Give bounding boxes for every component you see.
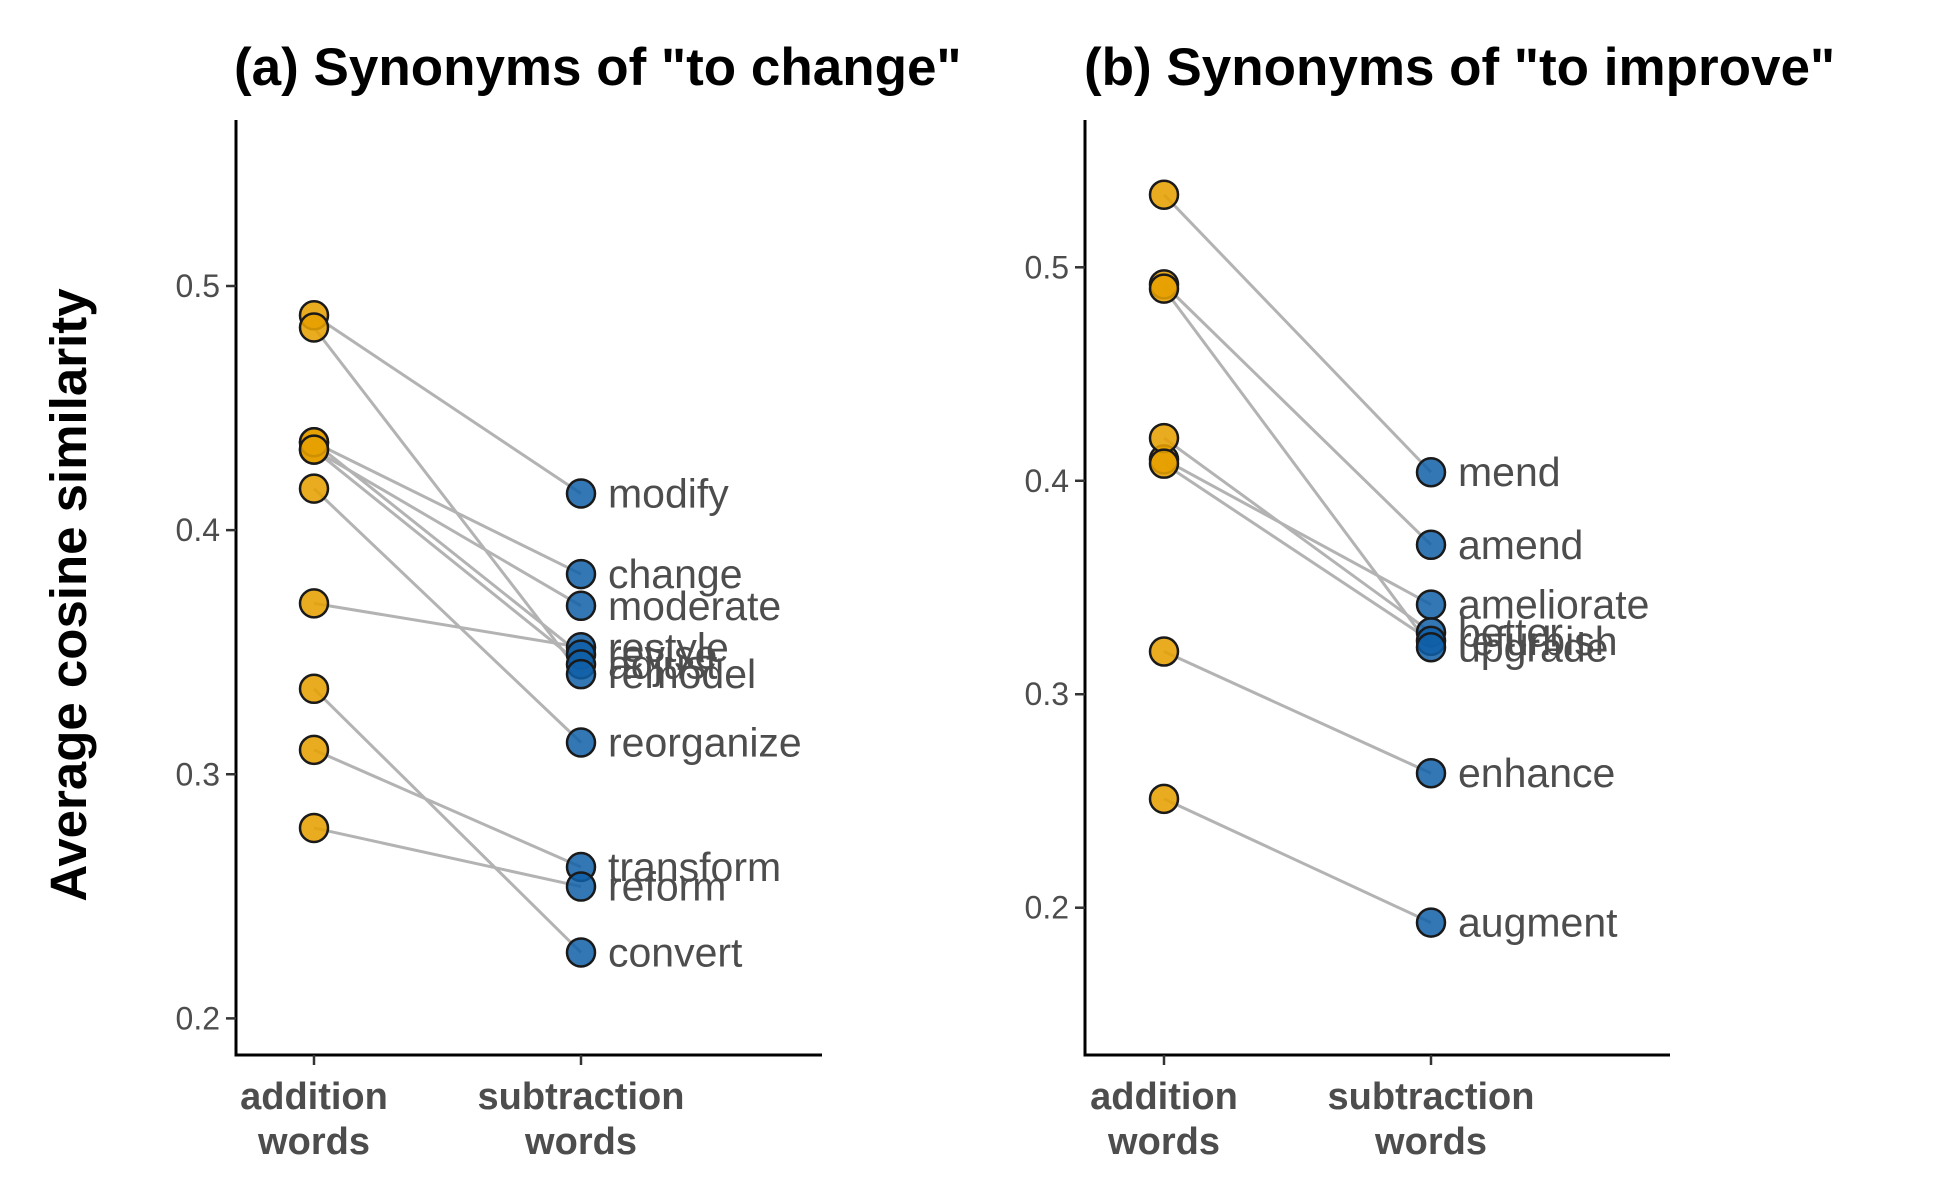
panel-title: (a) Synonyms of "to change" xyxy=(234,38,962,97)
subtraction-point-mend xyxy=(1415,456,1447,488)
link-line-amend xyxy=(1162,283,1433,546)
link-line-enhance xyxy=(1163,650,1432,775)
word-label-moderate: moderate xyxy=(608,583,781,629)
word-label-mend: mend xyxy=(1458,449,1561,495)
y-tick-label: 0.4 xyxy=(1025,463,1069,499)
link-line-refurbish xyxy=(1163,462,1432,643)
addition-point-remodel xyxy=(298,312,330,343)
subtraction-point-moderate xyxy=(565,590,597,622)
link-line-convert xyxy=(312,687,583,954)
addition-point-transform xyxy=(298,734,330,766)
x-tick-label: subtraction words xyxy=(478,1076,685,1163)
word-label-adjust: adjust xyxy=(608,641,718,687)
addition-point-upgrade xyxy=(1148,273,1180,304)
y-tick-label: 0.2 xyxy=(1025,890,1069,926)
link-line-modify xyxy=(313,314,582,495)
x-tick-label: addition words xyxy=(240,1076,388,1163)
link-line-ameliorate xyxy=(1163,458,1432,606)
link-line-better xyxy=(1163,436,1432,634)
link-line-adjust xyxy=(313,448,582,666)
addition-point-refurbish xyxy=(1148,448,1180,479)
link-line-remodel xyxy=(312,326,583,676)
addition-point-convert xyxy=(298,673,330,705)
panel-a: (a) Synonyms of "to change" 0.2 0.3 0.4 0.5 a… xyxy=(176,38,962,1163)
word-label-reorganize: reorganize xyxy=(608,720,802,766)
subtraction-point-upgrade xyxy=(1415,632,1447,663)
subtraction-point-convert xyxy=(565,937,597,968)
word-label-remodel: remodel xyxy=(608,651,756,697)
addition-point-reform xyxy=(298,812,330,844)
addition-point-mend xyxy=(1148,179,1180,210)
addition-point-reorganize xyxy=(298,473,330,504)
link-line-upgrade xyxy=(1162,287,1433,649)
subtraction-point-modify xyxy=(565,478,597,509)
word-label-change: change xyxy=(608,551,743,597)
panel-title: (b) Synonyms of "to improve" xyxy=(1084,38,1835,97)
word-label-refurbish: refurbish xyxy=(1458,618,1618,664)
word-label-ameliorate: ameliorate xyxy=(1458,582,1649,628)
word-label-transform: transform xyxy=(608,844,781,890)
link-line-restyle xyxy=(313,601,582,649)
word-label-amend: amend xyxy=(1458,522,1583,568)
word-label-restyle: restyle xyxy=(608,624,729,670)
addition-point-restyle xyxy=(298,588,330,619)
word-label-revise: revise xyxy=(608,632,717,678)
x-tick-label: subtraction words xyxy=(1328,1076,1535,1163)
addition-point-enhance xyxy=(1148,636,1180,667)
addition-point-adjust xyxy=(298,434,330,465)
subtraction-point-ameliorate xyxy=(1415,589,1447,620)
link-line-revise xyxy=(313,441,582,656)
y-tick-label: 0.4 xyxy=(176,512,220,548)
word-label-better: better xyxy=(1458,609,1563,655)
y-tick-label: 0.3 xyxy=(1025,676,1069,712)
link-line-mend xyxy=(1162,193,1433,474)
word-label-reform: reform xyxy=(608,864,726,910)
word-label-augment: augment xyxy=(1458,900,1618,946)
y-tick-label: 0.2 xyxy=(176,1000,220,1036)
x-tick-label: addition words xyxy=(1090,1076,1238,1163)
subtraction-point-reform xyxy=(565,871,597,902)
word-label-enhance: enhance xyxy=(1458,750,1615,796)
y-tick-label: 0.5 xyxy=(1025,249,1069,285)
subtraction-point-change xyxy=(565,558,597,590)
addition-point-augment xyxy=(1148,783,1180,815)
subtraction-point-enhance xyxy=(1415,757,1447,789)
link-line-moderate xyxy=(313,448,582,608)
y-tick-label: 0.5 xyxy=(176,268,220,304)
y-tick-label: 0.3 xyxy=(176,756,220,792)
link-line-transform xyxy=(313,748,582,869)
y-axis-title: Average cosine similarity xyxy=(40,288,97,902)
subtraction-point-remodel xyxy=(565,658,597,690)
subtraction-point-reorganize xyxy=(565,727,597,758)
subtraction-point-amend xyxy=(1415,529,1447,561)
word-label-modify: modify xyxy=(608,471,729,517)
link-line-reform xyxy=(313,826,582,889)
link-line-change xyxy=(313,440,582,576)
word-label-convert: convert xyxy=(608,929,743,975)
subtraction-point-augment xyxy=(1415,907,1447,938)
link-line-reorganize xyxy=(312,487,583,744)
addition-point-better xyxy=(1148,422,1180,454)
word-label-upgrade: upgrade xyxy=(1458,624,1608,670)
panel-b: (b) Synonyms of "to improve" 0.2 0.3 0.4 0.5… xyxy=(1025,38,1836,1163)
link-line-augment xyxy=(1163,797,1432,925)
